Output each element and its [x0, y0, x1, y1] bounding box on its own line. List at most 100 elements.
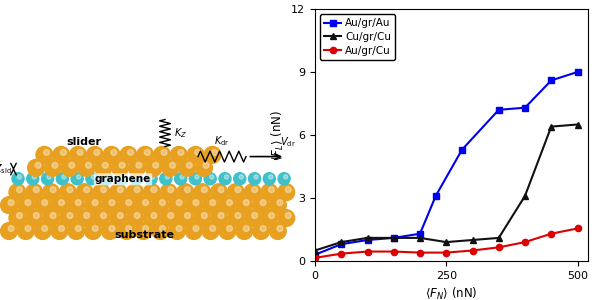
Circle shape [69, 162, 74, 168]
Circle shape [180, 175, 184, 179]
Text: graphene: graphene [95, 174, 151, 184]
Circle shape [84, 187, 89, 193]
Circle shape [110, 210, 127, 226]
Au/gr/Cu [495, 245, 502, 249]
Circle shape [176, 226, 182, 231]
Circle shape [51, 223, 68, 239]
Circle shape [53, 146, 70, 163]
Circle shape [110, 184, 127, 201]
Text: $Z_\mathrm{sld}$: $Z_\mathrm{sld}$ [0, 162, 12, 176]
Circle shape [244, 200, 249, 206]
Circle shape [177, 210, 194, 226]
Circle shape [187, 162, 192, 168]
X-axis label: $\langle F_N \rangle$ (nN): $\langle F_N \rangle$ (nN) [425, 286, 478, 300]
Circle shape [91, 175, 95, 179]
Circle shape [36, 146, 53, 163]
Circle shape [178, 149, 184, 155]
Circle shape [194, 184, 211, 201]
Circle shape [9, 210, 26, 226]
Circle shape [67, 187, 73, 193]
Line: Cu/gr/Cu: Cu/gr/Cu [312, 122, 581, 254]
Circle shape [204, 146, 221, 163]
Circle shape [78, 159, 95, 176]
Circle shape [152, 197, 169, 214]
Circle shape [101, 173, 113, 185]
Circle shape [42, 226, 47, 231]
Au/gr/Au [416, 232, 424, 236]
Circle shape [12, 173, 24, 185]
Circle shape [35, 162, 41, 168]
Circle shape [260, 200, 266, 206]
Circle shape [202, 197, 219, 214]
Circle shape [154, 146, 170, 163]
Circle shape [71, 173, 83, 185]
Cu/gr/Cu [390, 236, 397, 240]
Circle shape [219, 173, 231, 185]
Circle shape [76, 184, 93, 201]
Circle shape [9, 184, 26, 201]
Circle shape [136, 162, 142, 168]
Text: $K_\mathrm{dr}$: $K_\mathrm{dr}$ [214, 134, 230, 148]
Circle shape [145, 149, 150, 155]
Circle shape [84, 213, 89, 218]
Circle shape [175, 173, 187, 185]
Au/gr/Cu [548, 232, 555, 236]
Au/gr/Au [432, 194, 439, 198]
Circle shape [109, 226, 115, 231]
Circle shape [95, 159, 112, 176]
Circle shape [235, 187, 241, 193]
Circle shape [61, 159, 78, 176]
Circle shape [219, 197, 236, 214]
Circle shape [26, 184, 43, 201]
Circle shape [244, 226, 249, 231]
Circle shape [76, 210, 93, 226]
Circle shape [212, 149, 217, 155]
Circle shape [151, 187, 157, 193]
Circle shape [185, 197, 202, 214]
Cu/gr/Cu [311, 249, 319, 252]
Circle shape [190, 173, 202, 185]
Circle shape [42, 200, 47, 206]
Circle shape [170, 146, 187, 163]
Circle shape [169, 223, 185, 239]
Au/gr/Cu [574, 227, 581, 230]
Circle shape [151, 213, 157, 218]
Circle shape [112, 159, 128, 176]
Circle shape [286, 187, 291, 193]
Circle shape [248, 173, 260, 185]
Circle shape [130, 173, 142, 185]
Circle shape [218, 187, 224, 193]
Circle shape [143, 200, 148, 206]
Au/gr/Cu [416, 251, 424, 254]
Circle shape [34, 187, 39, 193]
Circle shape [76, 200, 81, 206]
Circle shape [145, 173, 157, 185]
Circle shape [195, 175, 199, 179]
Text: $K_Z$: $K_Z$ [174, 126, 187, 140]
Circle shape [209, 175, 214, 179]
Circle shape [101, 187, 106, 193]
Cu/gr/Cu [338, 240, 345, 244]
Circle shape [143, 226, 148, 231]
Circle shape [160, 210, 177, 226]
Circle shape [160, 226, 165, 231]
Circle shape [185, 213, 190, 218]
Circle shape [202, 213, 207, 218]
Au/gr/Au [548, 79, 555, 82]
Line: Au/gr/Cu: Au/gr/Cu [312, 225, 581, 261]
Circle shape [101, 197, 118, 214]
Circle shape [278, 184, 295, 201]
Cu/gr/Cu [574, 123, 581, 126]
Circle shape [109, 200, 115, 206]
Circle shape [127, 210, 143, 226]
Circle shape [263, 173, 275, 185]
Circle shape [185, 223, 202, 239]
Circle shape [202, 187, 207, 193]
Circle shape [120, 146, 137, 163]
Cu/gr/Cu [416, 236, 424, 240]
Circle shape [103, 162, 108, 168]
Circle shape [179, 159, 196, 176]
Circle shape [106, 175, 110, 179]
Circle shape [77, 175, 81, 179]
Circle shape [136, 175, 140, 179]
